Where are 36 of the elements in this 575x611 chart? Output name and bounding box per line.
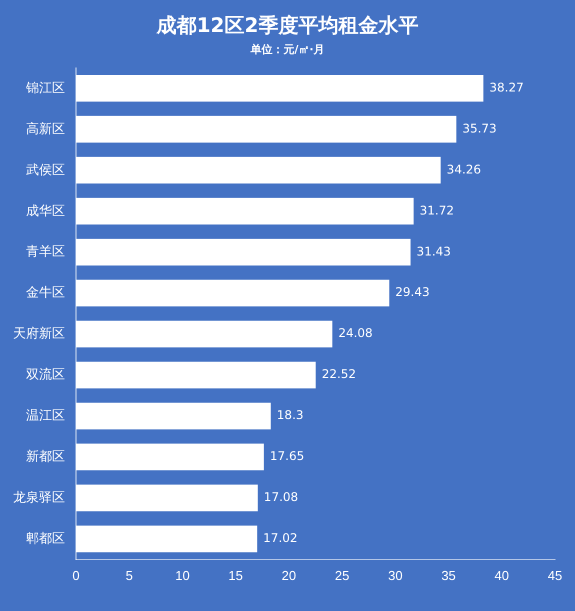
data-label: 35.73 [462, 121, 497, 136]
data-label: 34.26 [446, 162, 482, 176]
y-tick-label: 武侯区 [26, 162, 65, 177]
x-tick-label: 20 [282, 568, 296, 583]
x-tick-label: 35 [441, 568, 456, 583]
x-tick-label: 15 [228, 568, 243, 583]
y-tick-label: 龙泉驿区 [13, 490, 65, 505]
data-label: 31.72 [420, 203, 454, 218]
data-label: 22.52 [322, 367, 356, 382]
y-tick-label: 天府新区 [13, 326, 65, 341]
y-tick-label: 双流区 [26, 366, 65, 382]
data-label: 31.43 [416, 244, 451, 258]
data-label: 17.02 [263, 531, 298, 546]
data-label: 17.65 [270, 449, 304, 464]
chart-title: 成都12区2季度平均租金水平 [155, 12, 420, 39]
y-tick-label: 高新区 [26, 120, 65, 136]
data-label: 24.08 [338, 326, 373, 340]
y-tick-label: 成华区 [26, 202, 65, 218]
chart-subtitle: 单位：元/㎡·月 [249, 42, 326, 57]
x-tick-label: 0 [72, 568, 80, 583]
data-label: 29.43 [395, 285, 430, 300]
x-tick-label: 5 [126, 568, 133, 583]
x-tick-label: 10 [175, 568, 190, 583]
data-label: 38.27 [489, 80, 524, 94]
x-tick-label: 40 [494, 568, 510, 583]
data-label: 18.3 [276, 408, 304, 422]
y-tick-label: 青羊区 [26, 244, 65, 259]
y-tick-label: 锦江区 [25, 80, 65, 95]
y-tick-label: 新都区 [26, 448, 65, 464]
y-tick-label: 金牛区 [26, 284, 65, 300]
x-tick-label: 45 [548, 568, 562, 583]
y-tick-label: 郫都区 [26, 530, 65, 546]
x-tick-label: 30 [388, 568, 403, 583]
x-tick-label: 25 [334, 568, 350, 583]
data-label: 17.08 [264, 490, 298, 504]
y-tick-label: 温江区 [26, 408, 65, 423]
